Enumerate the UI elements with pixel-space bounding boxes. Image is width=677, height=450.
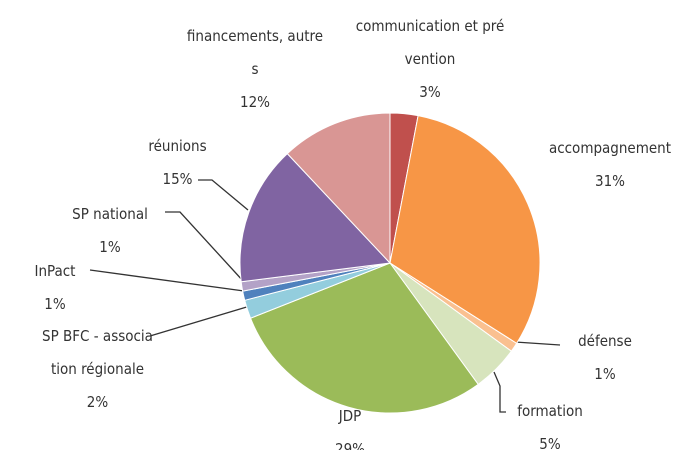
slice-label: défense 1%	[560, 325, 650, 391]
slice-label: formation 5%	[500, 395, 600, 450]
leader-line	[514, 341, 561, 346]
value-label: 15%	[162, 170, 193, 188]
category-label: formation	[517, 402, 583, 420]
slice-label: réunions 15%	[130, 130, 225, 196]
slice-label: JDP 29%	[310, 400, 390, 450]
slice-label: financements, autres 12%	[185, 20, 325, 119]
value-label: 31%	[595, 172, 625, 190]
value-label: 1%	[594, 365, 616, 383]
leader-line	[149, 305, 251, 337]
value-label: 5%	[539, 435, 561, 450]
value-label: 29%	[335, 440, 365, 450]
category-label: accompagnement	[548, 139, 672, 157]
slice-label: communication et prévention 3%	[355, 10, 505, 109]
leader-lines	[89, 179, 561, 413]
value-label: 1%	[44, 295, 66, 313]
leader-line	[198, 179, 249, 211]
slice-label: SP BFC - association régionale 2%	[40, 320, 155, 419]
category-label: InPact	[34, 262, 76, 280]
category-label: réunions	[148, 137, 207, 155]
category-label: JDP	[338, 407, 362, 425]
slice-label: accompagnement 31%	[545, 132, 675, 198]
slice-label: SP national 1%	[55, 198, 165, 264]
category-label: communication et prévention	[355, 17, 505, 68]
leader-line	[493, 371, 506, 413]
pie-slice	[239, 152, 392, 283]
value-label: 3%	[419, 83, 441, 101]
value-label: 12%	[240, 93, 270, 111]
slice-label: InPact 1%	[20, 255, 90, 321]
value-label: 2%	[86, 393, 109, 411]
category-label: financements, autres	[186, 27, 324, 78]
leader-line	[89, 269, 245, 292]
pie-slice	[249, 262, 479, 414]
leader-line	[165, 211, 245, 283]
category-label: SP BFC - association régionale	[42, 327, 153, 378]
category-label: défense	[578, 332, 632, 350]
category-label: SP national	[72, 205, 148, 223]
pie-slice	[286, 112, 391, 265]
value-label: 1%	[99, 238, 121, 256]
